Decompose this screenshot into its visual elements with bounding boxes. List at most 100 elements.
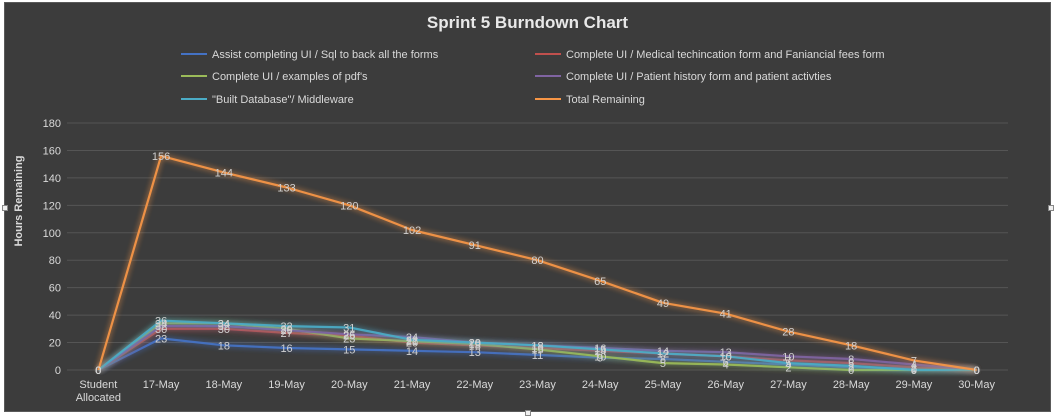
data-label: 29 (280, 325, 292, 337)
data-label: 4 (911, 360, 917, 372)
data-label: 6 (723, 357, 729, 369)
data-label: 30 (280, 324, 292, 336)
data-label: 13 (469, 347, 481, 359)
legend-item-series-5: "Built Database"/ Middleware (181, 94, 354, 110)
x-tick-label: 25-May (645, 379, 682, 391)
data-label: 26 (343, 329, 355, 341)
data-label: 16 (594, 343, 606, 355)
legend-swatch (535, 75, 561, 78)
y-tick-label: 60 (49, 283, 61, 295)
data-label: 34 (218, 318, 230, 330)
x-tick-label: Student (79, 379, 117, 391)
y-tick-label: 40 (49, 310, 61, 322)
legend-item-series-2: Complete UI / Medical techincation form … (535, 49, 885, 65)
data-label: 156 (152, 151, 170, 163)
data-label: 0 (974, 365, 980, 377)
chart-title: Sprint 5 Burndown Chart (426, 13, 629, 32)
data-label: 41 (720, 309, 732, 321)
data-label: 3 (848, 361, 854, 373)
data-label: 30 (155, 324, 167, 336)
resize-handle-right[interactable] (1048, 205, 1054, 211)
data-label: 12 (657, 349, 669, 361)
legend-item-series-3: Complete UI / examples of pdf's (181, 71, 368, 87)
legend-swatch (181, 98, 207, 101)
data-label: 20 (469, 338, 481, 350)
data-label: 0 (974, 365, 980, 377)
x-tick-label: 22-May (456, 379, 493, 391)
data-label: 31 (343, 322, 355, 334)
data-label: 19 (469, 339, 481, 351)
data-label: 80 (531, 255, 543, 267)
data-label: 0 (95, 365, 101, 377)
data-label: 144 (215, 167, 233, 179)
data-label: 10 (720, 351, 732, 363)
legend-swatch (535, 53, 561, 56)
legend-label: "Built Database"/ Middleware (212, 94, 354, 106)
resize-handle-bottom[interactable] (525, 410, 531, 416)
resize-handle-left[interactable] (2, 205, 8, 211)
series-line-2 (97, 327, 977, 372)
data-label: 11 (532, 350, 543, 362)
data-label: 28 (782, 327, 794, 339)
data-label: 22 (406, 335, 418, 347)
data-label: 65 (594, 276, 606, 288)
series-line-1 (97, 337, 977, 372)
data-label: 133 (277, 182, 295, 194)
data-label: 0 (95, 365, 101, 377)
data-label: 9 (597, 353, 603, 365)
data-label: 49 (657, 298, 669, 310)
data-label: 20 (469, 338, 481, 350)
data-label: 5 (848, 358, 854, 370)
y-tick-label: 140 (43, 173, 61, 185)
data-label: 10 (594, 351, 606, 363)
data-label: 18 (531, 340, 543, 352)
data-label: 0 (911, 365, 917, 377)
data-label: 0 (974, 365, 980, 377)
data-label: 20 (406, 338, 418, 350)
data-label: 34 (218, 318, 230, 330)
data-label: 16 (531, 343, 543, 355)
data-label: 2 (848, 362, 854, 374)
x-tick-label: Allocated (76, 392, 121, 404)
chart-area: Sprint 5 Burndown Chart Assist completin… (4, 2, 1051, 412)
data-label: 14 (406, 346, 418, 358)
legend-label: Complete UI / examples of pdf's (212, 71, 368, 83)
data-label: 4 (785, 360, 791, 372)
data-label: 14 (594, 346, 606, 358)
series-line-6 (97, 154, 977, 372)
x-tick-label: 30-May (958, 379, 995, 391)
legend-label: Complete UI / Medical techincation form … (566, 49, 885, 61)
legend-swatch (181, 75, 207, 78)
data-label: 0 (974, 365, 980, 377)
data-label: 27 (280, 328, 292, 340)
data-label: 36 (155, 316, 167, 328)
legend-item-series-4: Complete UI / Patient history form and p… (535, 71, 831, 87)
x-tick-label: 26-May (707, 379, 744, 391)
data-label: 0 (974, 365, 980, 377)
x-tick-label: 17-May (143, 379, 180, 391)
legend-label: Total Remaining (566, 94, 645, 106)
x-tick-label: 23-May (519, 379, 556, 391)
data-label: 15 (531, 344, 543, 356)
data-label: 0 (95, 365, 101, 377)
data-label: 15 (594, 344, 606, 356)
y-tick-label: 160 (43, 145, 61, 157)
data-label: 0 (95, 365, 101, 377)
data-label: 8 (848, 354, 854, 366)
data-label: 24 (406, 332, 418, 344)
data-label: 10 (782, 351, 794, 363)
data-label: 0 (848, 365, 854, 377)
plot-area: 020406080100120140160180StudentAllocated… (43, 118, 1008, 404)
data-label: 16 (280, 343, 292, 355)
legend-swatch (181, 53, 207, 56)
data-label: 7 (785, 355, 791, 367)
data-label: 18 (218, 340, 230, 352)
x-tick-label: 18-May (205, 379, 242, 391)
data-label: 0 (974, 365, 980, 377)
data-label: 25 (343, 331, 355, 343)
x-tick-label: 29-May (896, 379, 933, 391)
data-label: 120 (340, 200, 358, 212)
x-tick-label: 21-May (394, 379, 431, 391)
legend-swatch (535, 98, 561, 101)
legend-label: Complete UI / Patient history form and p… (566, 71, 832, 83)
